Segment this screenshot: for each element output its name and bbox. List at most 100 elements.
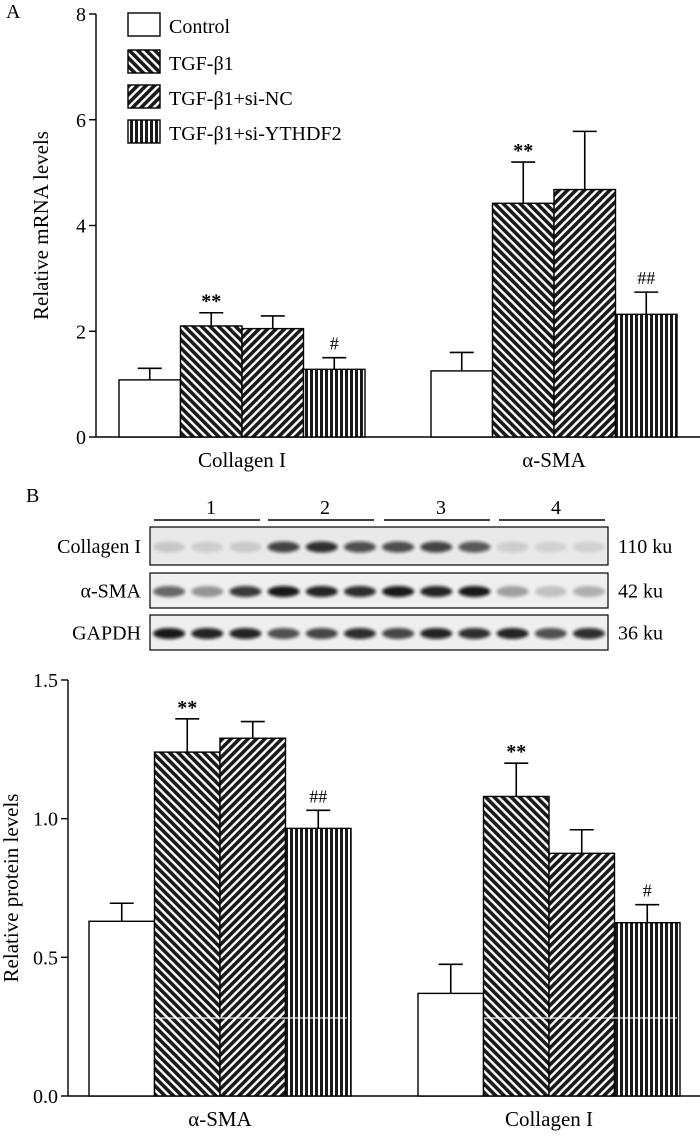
- blot-band: [382, 541, 415, 553]
- y-tick-label: 4: [76, 216, 86, 238]
- y-tick-label: 0: [76, 427, 86, 449]
- blot-band: [458, 628, 491, 639]
- bar-control-collagen-i: [118, 379, 182, 438]
- blot-band: [420, 628, 453, 639]
- blot-strip: [149, 572, 609, 609]
- blot-band: [153, 541, 186, 553]
- western-blot: 1 2 3 4 Collagen I 110 ku α-SMA 42 ku GAPDH 36 ku: [57, 497, 672, 651]
- blot-band: [191, 541, 224, 553]
- blot-band: [229, 586, 262, 597]
- legend-swatch-tgf-1: [127, 49, 161, 74]
- y-tick-label: 2: [76, 321, 86, 343]
- x-category-label: Collagen I: [505, 1107, 593, 1131]
- y-axis-label: Relative protein levels: [0, 794, 23, 983]
- significance-mark: #: [643, 881, 652, 901]
- blot-band: [534, 586, 567, 597]
- blot-band: [382, 586, 415, 597]
- blot-strip: [149, 614, 609, 651]
- blot-band: [496, 586, 529, 597]
- lane-group-label: 3: [436, 497, 446, 519]
- significance-mark: **: [201, 291, 221, 313]
- blot-band: [305, 586, 338, 597]
- significance-mark: **: [513, 140, 533, 162]
- significance-mark: ##: [637, 268, 655, 288]
- bar-tgf-1-sma: [153, 751, 221, 1097]
- blot-size-label: 42 ku: [618, 581, 663, 603]
- bar-tgf-1-si-nc-sma: [553, 188, 617, 438]
- chart-a: 0 2 4 6 8 Relative mRNA levels ** # Collagen I **…: [29, 4, 700, 472]
- blot-band: [572, 586, 605, 597]
- x-category-label: α-SMA: [188, 1107, 252, 1131]
- blot-band: [382, 628, 415, 639]
- legend-label: TGF-β1+si-NC: [169, 88, 293, 110]
- blot-band: [496, 541, 529, 553]
- bar-tgf-1-collagen-i: [179, 325, 243, 438]
- blot-band: [458, 541, 491, 553]
- blot-band: [458, 586, 491, 597]
- blot-band: [572, 628, 605, 639]
- legend-swatch-control: [127, 12, 161, 37]
- lane-group-label: 2: [320, 497, 330, 519]
- blot-band: [267, 628, 300, 639]
- blot-band: [534, 541, 567, 553]
- blot-size-label: 110 ku: [618, 536, 672, 558]
- y-tick-label: 1.5: [33, 670, 58, 692]
- bar-tgf-1-si-nc-collagen-i: [241, 327, 305, 438]
- blot-band: [191, 628, 224, 639]
- blot-band: [191, 586, 224, 597]
- blot-band: [229, 628, 262, 639]
- blot-band: [153, 586, 186, 597]
- y-axis-label: Relative mRNA levels: [29, 131, 53, 320]
- legend: Control TGF-β1 TGF-β1+si-NC TGF-β1+si-YTHDF…: [127, 12, 342, 145]
- blot-band: [267, 541, 300, 553]
- bar-tgf-1-si-ythdf2-sma: [284, 827, 352, 1097]
- blot-band: [343, 541, 376, 553]
- blot-row-label: GAPDH: [72, 623, 141, 645]
- blot-strip: [149, 526, 609, 566]
- legend-swatch-tgf-1-si-ythdf2: [127, 119, 161, 144]
- blot-band: [496, 628, 529, 639]
- bar-control-sma: [430, 370, 494, 438]
- blot-band: [229, 541, 262, 553]
- legend-label: TGF-β1: [169, 53, 234, 75]
- blot-band: [572, 541, 605, 553]
- x-category-label: Collagen I: [198, 448, 286, 472]
- legend-swatch-tgf-1-si-nc: [127, 84, 161, 109]
- y-tick-label: 0.5: [33, 947, 58, 969]
- blot-band: [305, 541, 338, 553]
- blot-band: [420, 586, 453, 597]
- panel-a-label: A: [6, 1, 21, 23]
- significance-mark: **: [177, 697, 197, 719]
- blot-row-label: Collagen I: [57, 536, 141, 558]
- lane-group-label: 1: [206, 497, 216, 519]
- significance-mark: **: [506, 741, 526, 763]
- y-tick-label: 6: [76, 110, 86, 132]
- blot-band: [267, 586, 300, 597]
- lane-group-label: 4: [551, 497, 561, 519]
- bar-tgf-1-collagen-i: [482, 795, 550, 1097]
- bar-tgf-1-si-ythdf2-sma: [614, 313, 678, 438]
- blot-band: [153, 628, 186, 639]
- significance-mark: #: [330, 334, 339, 354]
- legend-label: Control: [169, 16, 231, 38]
- bar-tgf-1-si-ythdf2-collagen-i: [302, 368, 366, 438]
- bar-tgf-1-sma: [491, 202, 555, 438]
- panel-b-label: B: [26, 485, 39, 507]
- y-tick-label: 1.0: [33, 809, 58, 831]
- y-tick-label: 0.0: [33, 1086, 58, 1108]
- bar-tgf-1-si-nc-sma: [219, 737, 287, 1097]
- y-tick-label: 8: [76, 4, 86, 26]
- blot-band: [534, 628, 567, 639]
- blot-size-label: 36 ku: [618, 623, 663, 645]
- blot-band: [343, 628, 376, 639]
- blot-band: [343, 586, 376, 597]
- bar-tgf-1-si-ythdf2-collagen-i: [613, 921, 681, 1097]
- x-category-label: α-SMA: [522, 448, 586, 472]
- bar-control-sma: [88, 920, 156, 1097]
- bar-tgf-1-si-nc-collagen-i: [548, 852, 616, 1097]
- chart-b: 0.0 0.5 1.0 1.5 Relative protein levels ** ## α…: [0, 670, 700, 1131]
- blot-band: [305, 628, 338, 639]
- blot-row-label: α-SMA: [81, 581, 142, 603]
- blot-band: [420, 541, 453, 553]
